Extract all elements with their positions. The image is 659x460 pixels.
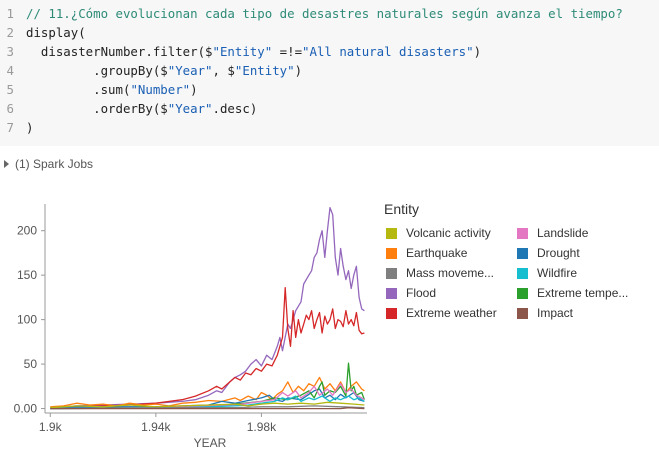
legend-item[interactable]: Impact: [517, 306, 573, 320]
series-line: [50, 388, 365, 409]
legend-label: Earthquake: [406, 246, 468, 260]
x-tick-label: 1.94k: [141, 420, 171, 434]
line-number: 6: [6, 101, 14, 116]
code-token: "Entity": [234, 63, 295, 78]
legend-item[interactable]: Drought: [517, 246, 580, 260]
legend-swatch: [386, 287, 397, 299]
legend-label: Wildfire: [537, 266, 578, 280]
legend-label: Flood: [406, 286, 437, 300]
code-line: 6 .orderBy($"Year".desc): [0, 99, 258, 118]
code-line: 4 .groupBy($"Year", $"Entity"): [0, 61, 303, 80]
legend-label: Volcanic activity: [406, 226, 491, 240]
legend-swatch: [517, 267, 528, 279]
series-line: [50, 401, 365, 409]
spark-jobs-label: (1) Spark Jobs: [15, 157, 94, 171]
code-cell[interactable]: 1 // 11.¿Cómo evolucionan cada tipo de de…: [0, 0, 659, 146]
legend-swatch: [386, 307, 397, 319]
series-line: [50, 407, 365, 410]
y-tick-label: 200: [17, 224, 37, 238]
legend-swatch: [517, 307, 528, 319]
line-chart: 0.00 50 100 150 200 1.9k 1.94k 1.98k YEAR: [14, 204, 367, 450]
legend-label: Drought: [537, 246, 580, 260]
legend-label: Impact: [537, 306, 574, 320]
code-token: disasterNumber.filter($: [26, 44, 213, 59]
code-token: "All natural disasters": [302, 44, 474, 59]
legend-label: Extreme weather: [406, 306, 497, 320]
code-token: =!=: [272, 44, 303, 59]
series-line: [50, 206, 365, 409]
x-tick-label: 1.9k: [39, 420, 63, 434]
code-token: "Number": [130, 82, 191, 97]
series-line: [50, 376, 365, 408]
legend-swatch: [517, 287, 528, 299]
legend-item[interactable]: Volcanic activity: [386, 226, 491, 240]
legend-swatch: [386, 267, 397, 279]
series-line: [50, 395, 365, 410]
line-number: 7: [6, 120, 14, 135]
x-tick-label: 1.98k: [247, 420, 277, 434]
legend-item[interactable]: Earthquake: [386, 246, 467, 260]
code-token: "Year": [167, 101, 213, 116]
legend-title: Entity: [384, 201, 420, 217]
y-tick-label: 100: [17, 313, 37, 327]
line-number: 5: [6, 82, 14, 97]
line-number: 1: [6, 6, 14, 21]
legend-item[interactable]: Landslide: [517, 226, 588, 240]
code-token: ): [190, 82, 198, 97]
series-line: [50, 405, 365, 410]
legend-item[interactable]: Extreme weather: [386, 306, 497, 320]
legend-item[interactable]: Flood: [386, 286, 436, 300]
legend-item[interactable]: Extreme tempe...: [517, 286, 628, 300]
legend-swatch: [517, 247, 528, 259]
code-token: "Year": [167, 63, 213, 78]
code-token: , $: [212, 63, 235, 78]
legend-item[interactable]: Mass moveme...: [386, 266, 494, 280]
line-number: 4: [6, 63, 14, 78]
legend-label: Extreme tempe...: [537, 286, 629, 300]
legend-label: Landslide: [537, 226, 589, 240]
code-token: "Entity": [212, 44, 273, 59]
x-axis-title: YEAR: [194, 436, 227, 450]
code-token: ): [294, 63, 303, 78]
code-line: 3 disasterNumber.filter($"Entity" =!="Al…: [0, 42, 482, 61]
code-token: // 11.¿Cómo evolucionan cada tipo de des…: [26, 6, 623, 21]
code-line: 7): [0, 118, 34, 137]
code-line: 5 .sum("Number"): [0, 80, 198, 99]
legend-swatch: [517, 227, 528, 239]
code-token: .sum(: [26, 82, 131, 97]
legend-swatch: [386, 227, 397, 239]
legend-label: Mass moveme...: [406, 266, 495, 280]
code-token: ): [473, 44, 482, 59]
line-number: 2: [6, 25, 14, 40]
legend-swatch: [386, 247, 397, 259]
legend-item[interactable]: Wildfire: [517, 266, 577, 280]
code-token: .groupBy($: [26, 63, 168, 78]
series-line: [50, 383, 365, 410]
spark-jobs-toggle[interactable]: (1) Spark Jobs: [4, 157, 93, 171]
code-token: ): [26, 120, 34, 135]
series-line: [50, 286, 365, 409]
series-line: [50, 362, 366, 410]
line-number: 3: [6, 44, 14, 59]
code-token: .orderBy($: [26, 101, 168, 116]
code-line: 2 display(: [0, 23, 86, 42]
code-token: display(: [26, 25, 86, 40]
code-token: .desc): [212, 101, 258, 116]
caret-right-icon: [4, 160, 9, 168]
y-tick-label: 50: [24, 357, 38, 371]
code-line: 1 // 11.¿Cómo evolucionan cada tipo de de…: [0, 4, 623, 23]
y-tick-label: 150: [17, 268, 37, 282]
y-tick-label: 0.00: [14, 402, 38, 416]
